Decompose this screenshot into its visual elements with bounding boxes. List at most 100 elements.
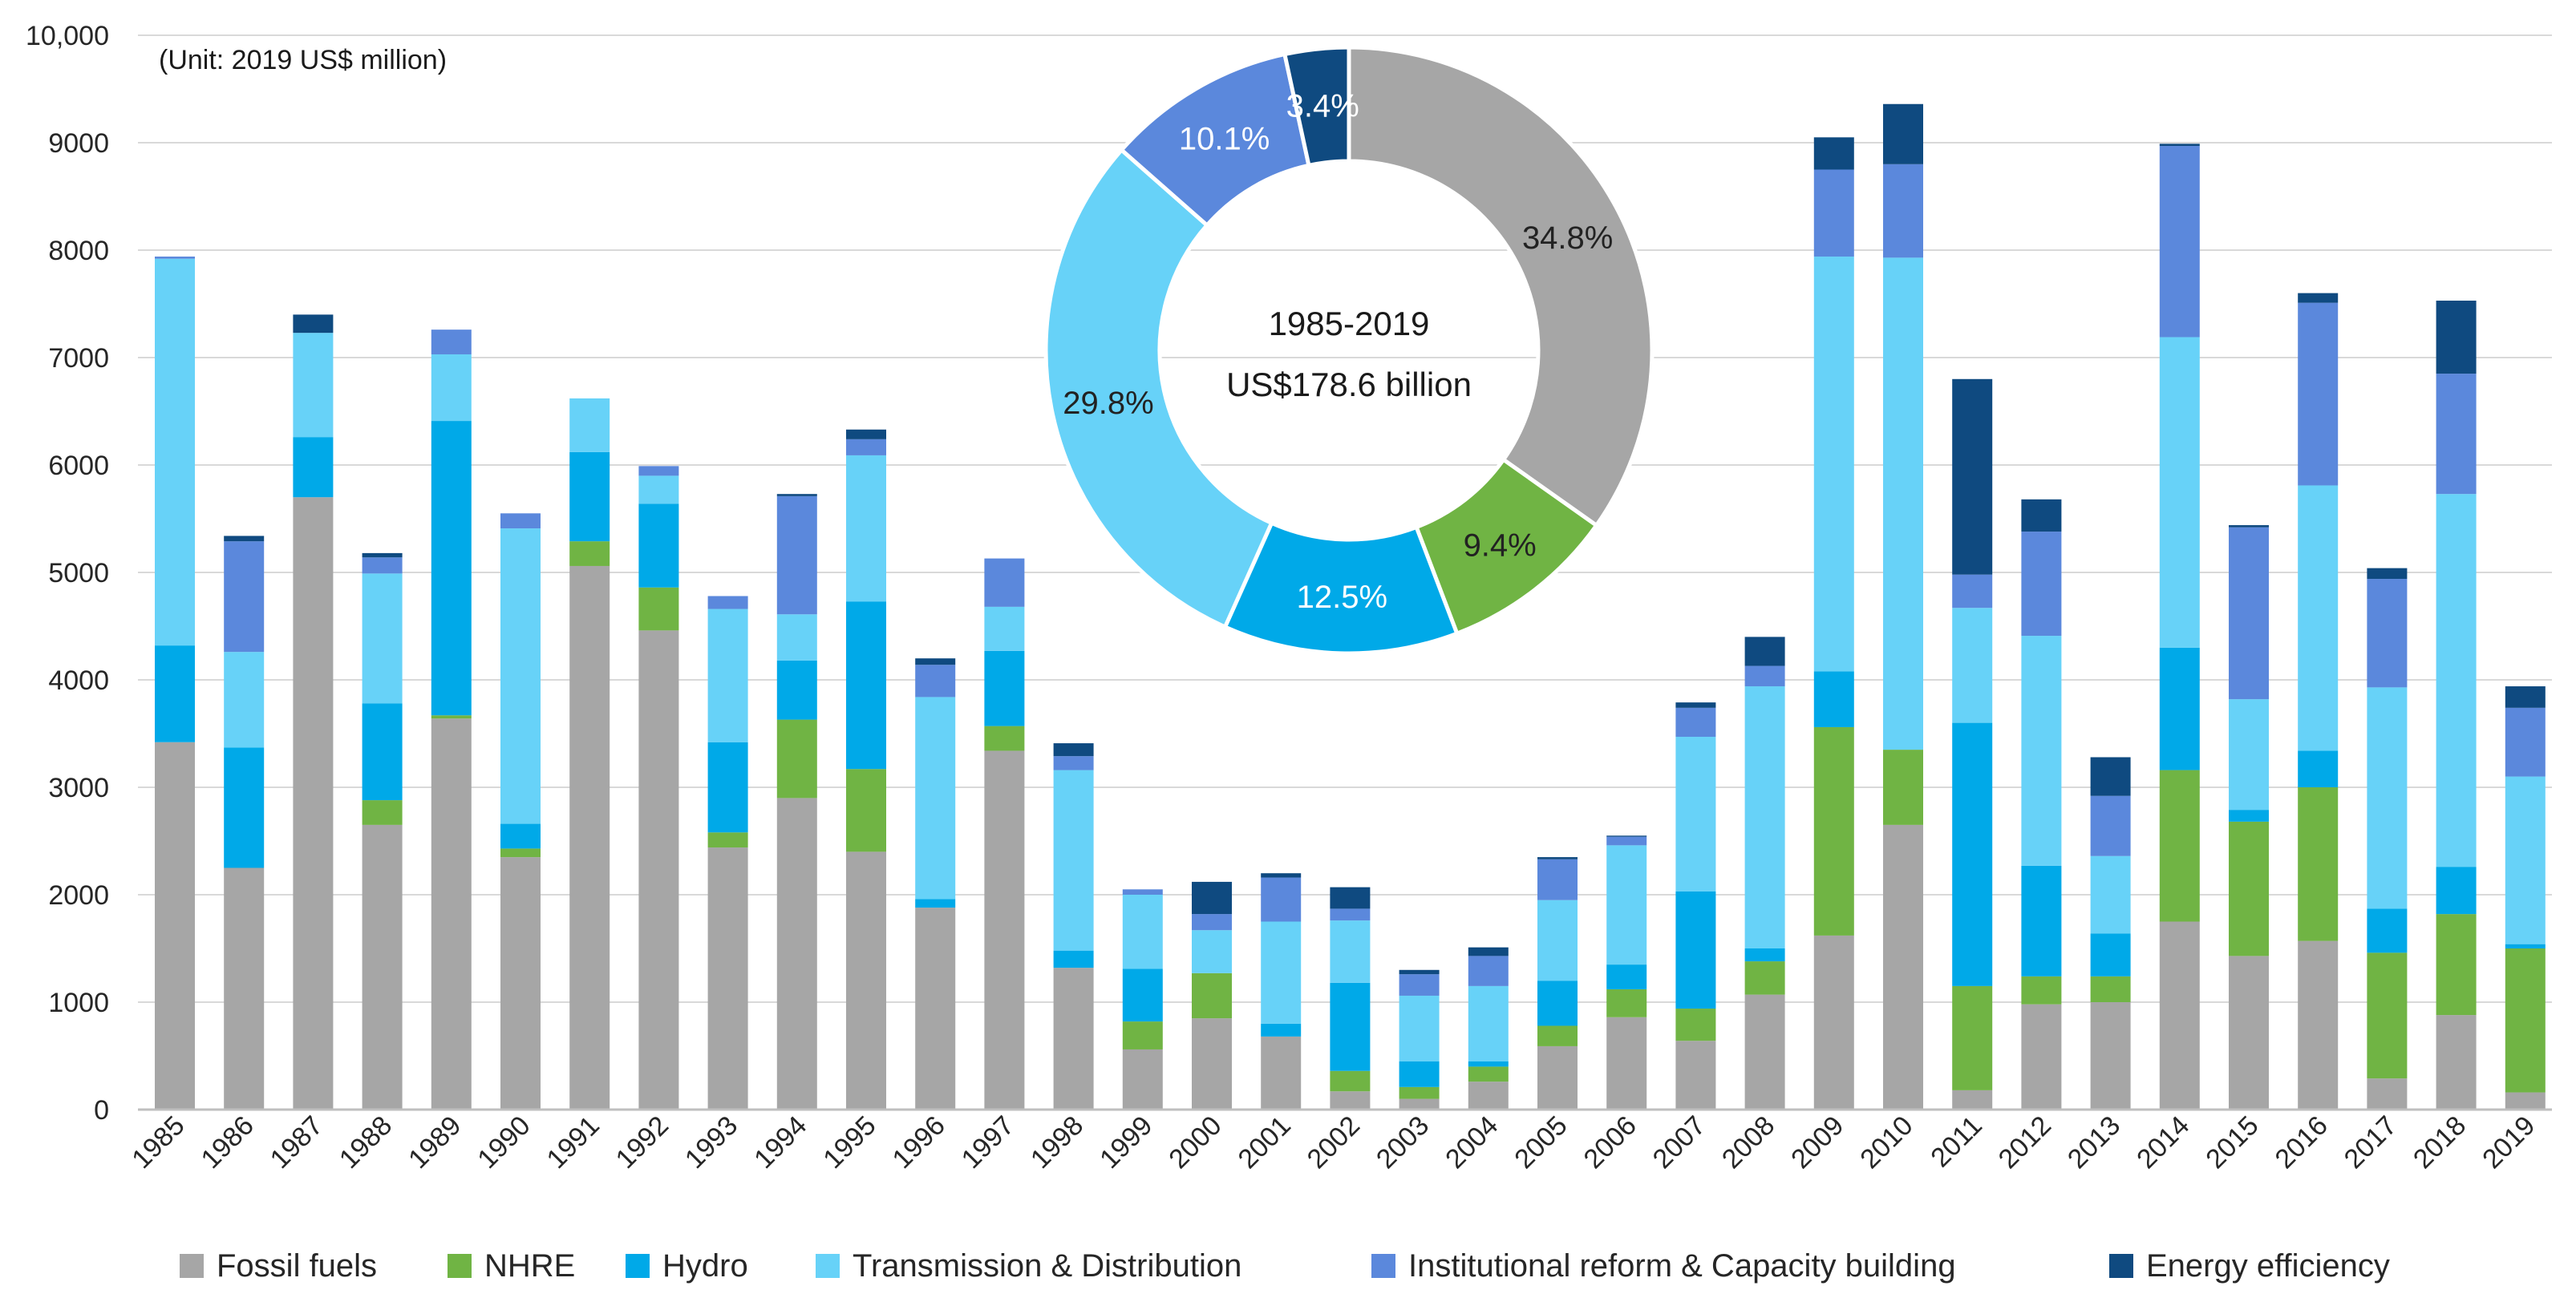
bar-segment	[984, 606, 1025, 651]
donut-slice	[1282, 45, 1351, 168]
x-tick-label: 2019	[2477, 1110, 2541, 1175]
x-tick-label: 1988	[334, 1110, 398, 1175]
bar-segment	[1122, 1021, 1163, 1049]
bar-segment	[1883, 257, 1923, 750]
bar-segment	[2367, 579, 2408, 688]
bar-segment	[915, 899, 956, 908]
y-tick-label: 9000	[48, 128, 109, 159]
bar-segment	[2021, 636, 2062, 866]
bar-segment	[1053, 950, 1094, 968]
bar-segment	[1675, 1009, 1716, 1041]
bar-segment	[1537, 859, 1578, 900]
bar-segment	[638, 475, 679, 504]
bar-segment	[1952, 985, 1993, 1090]
bar-segment	[1537, 900, 1578, 981]
bar-segment	[1744, 948, 1785, 962]
bar-segment	[1675, 737, 1716, 892]
bar-segment	[2090, 976, 2131, 1002]
bar-segment	[638, 503, 679, 588]
bar-segment	[2021, 976, 2062, 1005]
y-tick-label: 2000	[48, 880, 109, 911]
bar-segment	[1952, 378, 1993, 575]
bar-segment	[1399, 1086, 1440, 1099]
bar-segment	[1192, 972, 1232, 1019]
bar-segment	[1399, 969, 1440, 975]
x-tick-label: 1987	[265, 1110, 329, 1175]
legend-label: Transmission & Distribution	[853, 1248, 1241, 1284]
bar-segment	[2229, 956, 2269, 1110]
bar-segment	[362, 573, 403, 704]
bar-segment	[155, 742, 195, 1110]
x-tick-label: 2007	[1647, 1110, 1711, 1175]
bar-segment	[2436, 1015, 2477, 1110]
x-tick-label: 1989	[403, 1110, 467, 1175]
bar-segment	[1537, 981, 1578, 1026]
bar-segment	[984, 650, 1025, 726]
bar-segment	[1537, 1025, 1578, 1046]
bar-segment	[984, 558, 1025, 607]
bar-segment	[1261, 921, 1302, 1024]
bar-segment	[2159, 144, 2200, 147]
bar-segment	[1261, 877, 1302, 922]
bar-segment	[915, 908, 956, 1110]
donut-title-line1: 1985-2019	[1269, 305, 1430, 342]
bar-segment	[846, 455, 886, 602]
bar-segment	[1675, 702, 1716, 708]
bar-segment	[1468, 947, 1509, 956]
bar-segment	[500, 513, 541, 529]
bar-segment	[431, 421, 472, 716]
bar-segment	[776, 495, 817, 615]
x-tick-label: 2018	[2408, 1110, 2472, 1175]
bar-segment	[2229, 810, 2269, 822]
bar-segment	[2367, 952, 2408, 1079]
x-tick-label: 1997	[956, 1110, 1020, 1175]
bar-segment	[1053, 756, 1094, 770]
bar-segment	[846, 429, 886, 439]
bar-segment	[2229, 525, 2269, 528]
bar-segment	[1952, 1090, 1993, 1110]
bar-segment	[1468, 985, 1509, 1061]
bar-segment	[1883, 103, 1923, 164]
bar-segment	[2159, 770, 2200, 922]
x-tick-label: 2002	[1302, 1110, 1366, 1175]
bar-segment	[362, 824, 403, 1110]
bar-segment	[1192, 930, 1232, 973]
bar-segment	[2298, 940, 2339, 1110]
x-tick-label: 1992	[610, 1110, 674, 1175]
bar-segment	[2436, 867, 2477, 915]
bar-segment	[362, 703, 403, 801]
bar-segment	[1053, 968, 1094, 1110]
bar-segment	[1399, 1061, 1440, 1087]
bar-segment	[2159, 647, 2200, 770]
bar-segment	[1122, 968, 1163, 1022]
donut-slice-label: 10.1%	[1179, 121, 1270, 156]
bar-segment	[224, 867, 265, 1110]
y-tick-label: 0	[94, 1095, 109, 1126]
bar-segment	[1330, 920, 1371, 983]
bar-segment	[1952, 608, 1993, 723]
donut-chart: 34.8% 9.4% 12.5% 29.8% 10.1% 3.4%	[1043, 45, 1655, 656]
bar-segment	[2367, 908, 2408, 953]
x-tick-label: 1985	[126, 1110, 190, 1175]
x-tick-label: 1994	[748, 1110, 812, 1175]
bar-segment	[2298, 302, 2339, 486]
bar-segment	[1399, 1098, 1440, 1110]
bar-segment	[1537, 1045, 1578, 1110]
bar-segment	[1330, 982, 1371, 1071]
unit-note: (Unit: 2019 US$ million)	[159, 45, 447, 75]
bar-segment	[2159, 146, 2200, 338]
bar-segment	[362, 552, 403, 558]
bar-segment	[1883, 824, 1923, 1110]
bar-segment	[2436, 374, 2477, 495]
y-tick-label: 7000	[48, 343, 109, 374]
bar-segment	[2090, 933, 2131, 976]
bar-segment	[431, 330, 472, 354]
bar-segment	[224, 747, 265, 868]
bar-segment	[1813, 169, 1854, 257]
bar-segment	[776, 719, 817, 799]
bar-segment	[1122, 889, 1163, 895]
bar-segment	[2436, 494, 2477, 867]
x-tick-label: 2004	[1440, 1110, 1504, 1175]
bar-segment	[2436, 914, 2477, 1016]
